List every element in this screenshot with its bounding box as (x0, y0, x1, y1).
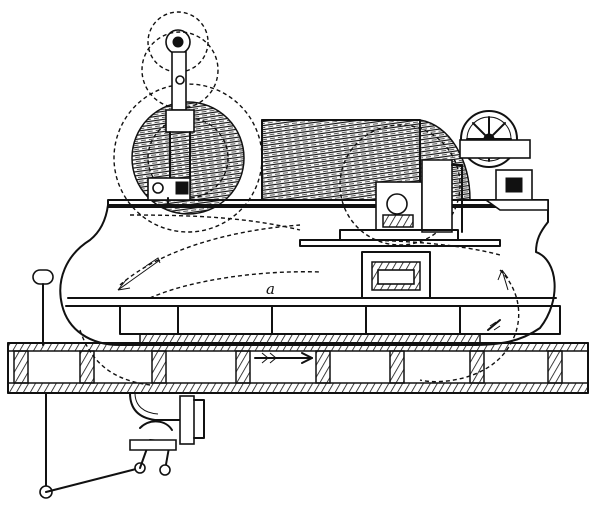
flow-arrow-left (117, 257, 161, 291)
control-lever (32, 269, 171, 499)
flywheel (459, 110, 549, 211)
tank-body (59, 199, 561, 346)
flow-arrow-bottom (254, 352, 313, 364)
label-a: a (266, 280, 275, 298)
base-frame (7, 342, 589, 394)
roller-arm (141, 11, 219, 206)
drain-pipe (129, 392, 205, 451)
flow-arrow-right-up (497, 269, 509, 291)
flow-arrow-right-down (487, 319, 501, 331)
press-unit (299, 159, 501, 299)
left-roll (113, 83, 263, 233)
